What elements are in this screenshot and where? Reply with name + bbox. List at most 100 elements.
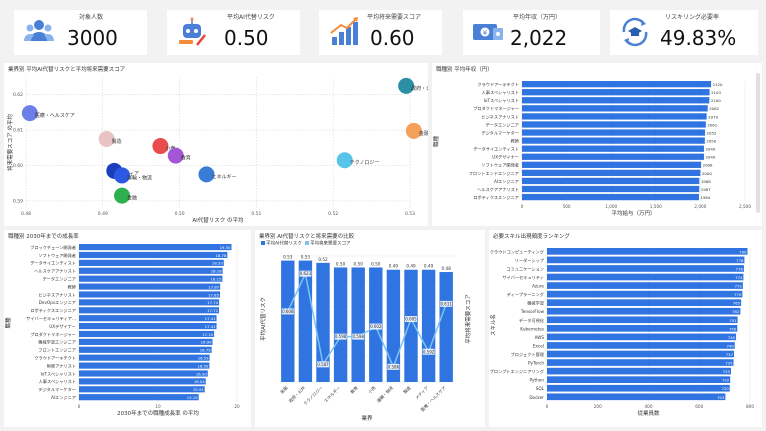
data-label: 16.50	[197, 363, 208, 368]
data-label: 2008	[703, 163, 713, 168]
data-label: 0.611	[440, 301, 452, 306]
data-label: 0.49	[389, 264, 399, 269]
legend-swatch	[261, 241, 265, 245]
data-label: 2050	[706, 139, 716, 144]
y-tick-label: Azure	[532, 284, 544, 289]
data-label: 1987	[701, 187, 711, 192]
risk-demand-combo-chart: 平均AI代替リスク 平均将来需要スコア0.53金融0.53政府・公共0.52テクノ…	[259, 240, 472, 423]
y-tick-label: ヘルスケアアナリスト	[477, 186, 519, 193]
point-label: 金融	[127, 195, 137, 202]
y-tick-label: 人事スペシャリスト	[39, 378, 76, 385]
bar	[547, 299, 742, 307]
data-label: 18.33	[212, 261, 223, 266]
bar	[547, 307, 741, 315]
x-tick-label: 1,000	[605, 204, 617, 209]
data-label: 2100	[711, 98, 721, 103]
bar	[79, 362, 210, 369]
data-label-box	[422, 348, 435, 355]
bar	[79, 299, 220, 306]
kpi-label: 平均将来需要スコア	[367, 14, 422, 21]
bar	[79, 251, 228, 259]
data-label: 0.48	[442, 266, 452, 271]
y-tick-label: クラウドコンピューティング	[490, 248, 544, 255]
point-label: 金融	[419, 130, 428, 137]
data-label: 0.49	[424, 264, 434, 269]
y-tick-label: Python	[529, 378, 544, 383]
y-tick-label: フロントエンジニア	[38, 348, 76, 354]
x-tick-label: 800	[746, 404, 754, 409]
data-label: 0.53	[301, 255, 311, 260]
data-label: 0.623	[300, 271, 312, 276]
y-tick-label: SQL	[536, 386, 545, 391]
data-label: 745	[728, 335, 736, 340]
point-label: 医療・ヘルスケア	[35, 112, 75, 119]
bar	[79, 267, 223, 274]
y-tick-label: ヘルスケアアナリスト	[34, 268, 76, 275]
data-label: 16.53	[198, 356, 209, 361]
bar	[79, 315, 217, 322]
bar	[522, 185, 700, 193]
bar	[522, 177, 700, 185]
point-label: 運輸・物流	[127, 174, 152, 181]
y-tick-label: ブロックチェーン開発者	[30, 244, 76, 251]
y-tick-label: IoTスペシャリスト	[484, 98, 519, 103]
x-tick-label: 600	[695, 404, 703, 409]
scrollbar[interactable]	[756, 73, 760, 213]
bar	[79, 291, 221, 298]
data-label: 0.598	[352, 334, 364, 339]
data-label: 2040	[705, 155, 715, 160]
robot-icon	[179, 17, 206, 46]
x-tick-label: 200	[594, 404, 602, 409]
data-label: 722	[722, 378, 730, 383]
bar	[421, 269, 436, 382]
kpi-label: 平均年収（万円）	[513, 14, 562, 21]
y2-axis-title: 平均将来需要スコア	[464, 294, 472, 344]
bar	[79, 346, 212, 353]
y-tick-label: フロントエンドエンジニア	[469, 171, 519, 177]
data-label: 18.18	[211, 269, 222, 274]
data-label-box	[405, 316, 417, 322]
bar	[547, 384, 730, 392]
y-tick-label: プロダクトマネージャー	[30, 331, 76, 338]
data-label: 15.91	[193, 387, 204, 392]
y-tick-label: データサイエンティスト	[30, 260, 76, 267]
kpi-value: 49.83%	[660, 26, 737, 50]
y-axis-title: スキル名	[489, 314, 497, 336]
people-icon	[24, 20, 54, 41]
scatter-point	[152, 138, 169, 155]
x-tick-label: 0	[521, 204, 524, 209]
bar	[522, 105, 708, 112]
data-label: 720	[721, 386, 729, 391]
x-tick-label: 0.53	[405, 211, 415, 217]
x-axis-title: AI代替リスク の平均	[192, 216, 244, 224]
kpi-card-salary: ¥ 平均年収（万円） 2,022	[463, 10, 600, 55]
x-tick-label: 0.51	[251, 211, 261, 217]
bar	[79, 330, 215, 338]
kpi-value: 0.60	[370, 26, 415, 50]
bar	[547, 316, 738, 324]
y-tick-label: Docker	[529, 395, 544, 400]
legend-swatch	[305, 241, 309, 245]
bar	[547, 325, 738, 332]
x-tick-label: 0.50	[175, 211, 185, 217]
x-tick-label: エネルギー	[323, 385, 342, 404]
legend-label: 平均AI代替リスク	[266, 240, 302, 247]
bar	[547, 359, 734, 366]
bar	[79, 354, 210, 361]
bar	[522, 137, 705, 144]
y-tick-label: リーダーシップ	[515, 257, 545, 264]
data-label: 17.72	[207, 308, 218, 313]
data-label: 1984	[700, 195, 710, 200]
y-tick-label: データサイエンティスト	[473, 146, 519, 153]
bar	[79, 378, 206, 385]
x-tick-label: 20	[234, 404, 240, 409]
y-axis-title: 職種	[432, 136, 440, 148]
bar	[404, 269, 418, 382]
skills-bar-chart: 0 200 400 600 800 クラウドコンピューティング 790 リーダーシップ 778 コ…	[489, 248, 754, 417]
y-tick-label: ロボティクスエンジニア	[30, 307, 76, 314]
bar	[522, 145, 704, 152]
y-tick-label: ロボティクスエンジニア	[473, 194, 519, 201]
y-tick-label: ソフトウェア開発者	[481, 162, 519, 169]
scatter-point	[198, 166, 215, 183]
kpi-label: リスキリング必要率	[665, 14, 720, 21]
